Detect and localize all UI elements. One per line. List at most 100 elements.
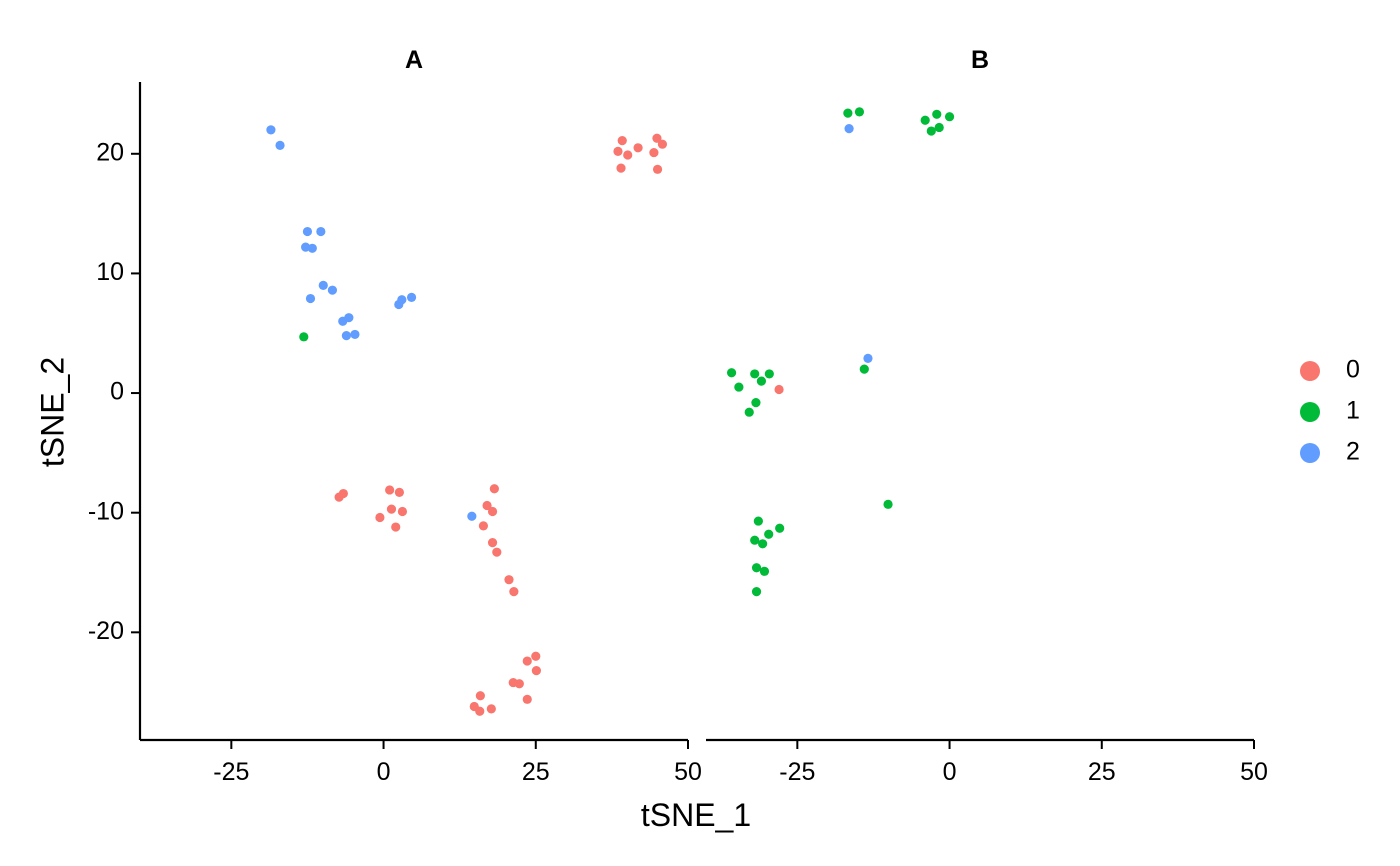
- data-point-cluster-1: [932, 109, 942, 119]
- data-point-cluster-0: [386, 504, 397, 514]
- data-point-cluster-2: [406, 292, 417, 302]
- data-point-cluster-0: [475, 706, 485, 716]
- data-point-cluster-2: [266, 125, 276, 135]
- x-tick-label: 25: [1088, 758, 1116, 786]
- data-point-cluster-1: [764, 529, 774, 539]
- y-tick-label: 10: [96, 258, 124, 286]
- data-point-cluster-1: [920, 115, 930, 125]
- data-point-cluster-0: [394, 487, 404, 497]
- legend-key: [1300, 361, 1320, 381]
- data-point-cluster-1: [859, 364, 869, 374]
- data-point-cluster-0: [338, 488, 348, 499]
- data-point-cluster-1: [944, 112, 955, 122]
- data-point-cluster-0: [385, 485, 395, 495]
- data-point-cluster-0: [522, 656, 532, 666]
- data-point-cluster-0: [391, 522, 401, 532]
- facet-panels: A -25 0 25 50 20 10 0 -10 -20 B -25 0 25 50: [88, 46, 1268, 786]
- data-point-cluster-1: [764, 369, 774, 379]
- data-point-cluster-1: [934, 122, 944, 133]
- data-point-cluster-1: [751, 398, 761, 408]
- data-point-cluster-1: [775, 523, 785, 533]
- data-point-cluster-0: [489, 484, 499, 494]
- legend-key: [1300, 402, 1320, 422]
- y-axis-title: tSNE_2: [34, 357, 70, 467]
- points-layer: [726, 107, 955, 597]
- facet-title: B: [971, 46, 989, 74]
- x-tick-label: 50: [1240, 758, 1268, 786]
- data-point-cluster-0: [652, 164, 663, 174]
- data-point-cluster-2: [344, 313, 354, 323]
- data-point-cluster-1: [734, 382, 744, 392]
- x-axis-title: tSNE_1: [641, 797, 751, 833]
- x-tick-label: -25: [779, 758, 815, 786]
- data-point-cluster-2: [467, 511, 477, 521]
- data-point-cluster-1: [926, 126, 936, 136]
- data-point-cluster-2: [305, 293, 316, 304]
- legend-label: 0: [1346, 356, 1360, 384]
- data-point-cluster-0: [487, 506, 498, 517]
- data-point-cluster-2: [844, 124, 854, 134]
- data-point-cluster-2: [327, 285, 338, 295]
- points-layer: [266, 125, 668, 716]
- data-point-cluster-0: [482, 500, 492, 511]
- data-point-cluster-2: [307, 243, 317, 253]
- y-tick-label: -20: [88, 617, 124, 645]
- data-point-cluster-0: [475, 691, 485, 701]
- data-point-cluster-0: [478, 521, 489, 531]
- data-point-cluster-2: [863, 353, 873, 363]
- data-point-cluster-1: [299, 332, 309, 342]
- data-point-cluster-2: [275, 140, 285, 151]
- y-tick-label: -10: [88, 497, 124, 525]
- data-point-cluster-1: [751, 587, 762, 597]
- data-point-cluster-2: [394, 299, 404, 310]
- data-point-cluster-0: [531, 651, 541, 661]
- data-point-cluster-0: [657, 139, 668, 149]
- data-point-cluster-2: [350, 329, 360, 340]
- panel-b: B -25 0 25 50: [706, 46, 1268, 786]
- data-point-cluster-0: [652, 133, 662, 143]
- data-point-cluster-1: [753, 516, 763, 526]
- data-point-cluster-1: [750, 369, 760, 379]
- data-point-cluster-0: [649, 147, 659, 158]
- x-tick-label: -25: [213, 758, 249, 786]
- data-point-cluster-0: [504, 575, 514, 585]
- data-point-cluster-1: [750, 535, 760, 545]
- y-tick-label: 0: [110, 378, 124, 406]
- data-point-cluster-2: [341, 331, 352, 341]
- data-point-cluster-0: [774, 384, 784, 395]
- data-point-cluster-1: [759, 566, 770, 576]
- x-tick-label: 0: [943, 758, 957, 786]
- data-point-cluster-0: [492, 547, 502, 557]
- data-point-cluster-0: [487, 538, 498, 548]
- legend-label: 2: [1346, 438, 1360, 466]
- data-point-cluster-1: [843, 108, 853, 118]
- data-point-cluster-1: [751, 563, 762, 573]
- legend-item: 1: [1300, 397, 1360, 425]
- x-tick-label: 50: [674, 758, 702, 786]
- data-point-cluster-0: [623, 150, 633, 160]
- data-point-cluster-0: [613, 146, 623, 156]
- data-point-cluster-0: [375, 512, 385, 523]
- legend-key: [1300, 443, 1320, 463]
- data-point-cluster-1: [756, 376, 767, 386]
- facet-title: A: [405, 46, 423, 74]
- data-point-cluster-1: [744, 407, 754, 417]
- x-tick-label: 25: [522, 758, 550, 786]
- data-point-cluster-0: [509, 587, 519, 597]
- legend-item: 2: [1300, 438, 1360, 466]
- data-point-cluster-1: [758, 539, 768, 549]
- data-point-cluster-2: [316, 226, 326, 237]
- legend: 0 1 2: [1300, 356, 1360, 466]
- data-point-cluster-2: [302, 226, 313, 237]
- data-point-cluster-0: [617, 136, 627, 146]
- data-point-cluster-1: [854, 107, 865, 117]
- data-point-cluster-0: [397, 506, 408, 517]
- data-point-cluster-1: [883, 499, 893, 509]
- data-point-cluster-0: [531, 666, 541, 676]
- data-point-cluster-0: [486, 704, 496, 714]
- data-point-cluster-0: [514, 679, 524, 689]
- y-tick-label: 20: [96, 138, 124, 166]
- data-point-cluster-0: [522, 694, 532, 704]
- legend-item: 0: [1300, 356, 1360, 384]
